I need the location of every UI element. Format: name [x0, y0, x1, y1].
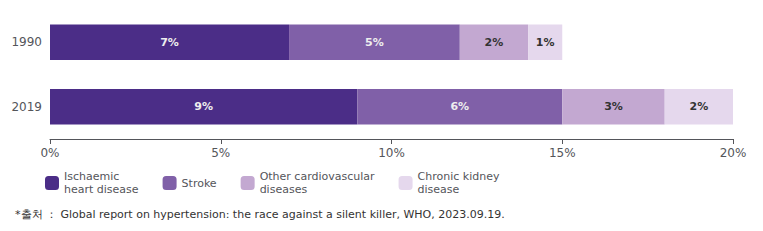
svg-text:Chronic kidney: Chronic kidney	[418, 170, 500, 183]
svg-text:5%: 5%	[365, 36, 384, 49]
svg-text:Other cardiovascular: Other cardiovascular	[260, 170, 375, 183]
svg-text:20%: 20%	[720, 146, 747, 160]
svg-text:*출처 ： Global report on hyperte: *출처 ： Global report on hypertension: the…	[15, 208, 505, 221]
svg-text:9%: 9%	[194, 100, 213, 113]
svg-text:5%: 5%	[211, 146, 230, 160]
svg-text:10%: 10%	[378, 146, 405, 160]
svg-text:disease: disease	[418, 183, 460, 196]
svg-text:1%: 1%	[536, 36, 555, 49]
svg-text:Ischaemic: Ischaemic	[64, 170, 119, 183]
svg-text:3%: 3%	[604, 100, 623, 113]
svg-text:7%: 7%	[160, 36, 179, 49]
svg-text:Stroke: Stroke	[182, 177, 217, 190]
svg-text:15%: 15%	[549, 146, 576, 160]
svg-text:2019: 2019	[11, 100, 42, 114]
svg-text:diseases: diseases	[260, 183, 308, 196]
svg-text:0%: 0%	[40, 146, 59, 160]
svg-text:heart disease: heart disease	[64, 183, 139, 196]
svg-text:2%: 2%	[690, 100, 709, 113]
svg-text:6%: 6%	[450, 100, 469, 113]
svg-text:2%: 2%	[485, 36, 504, 49]
svg-text:1990: 1990	[11, 35, 42, 49]
